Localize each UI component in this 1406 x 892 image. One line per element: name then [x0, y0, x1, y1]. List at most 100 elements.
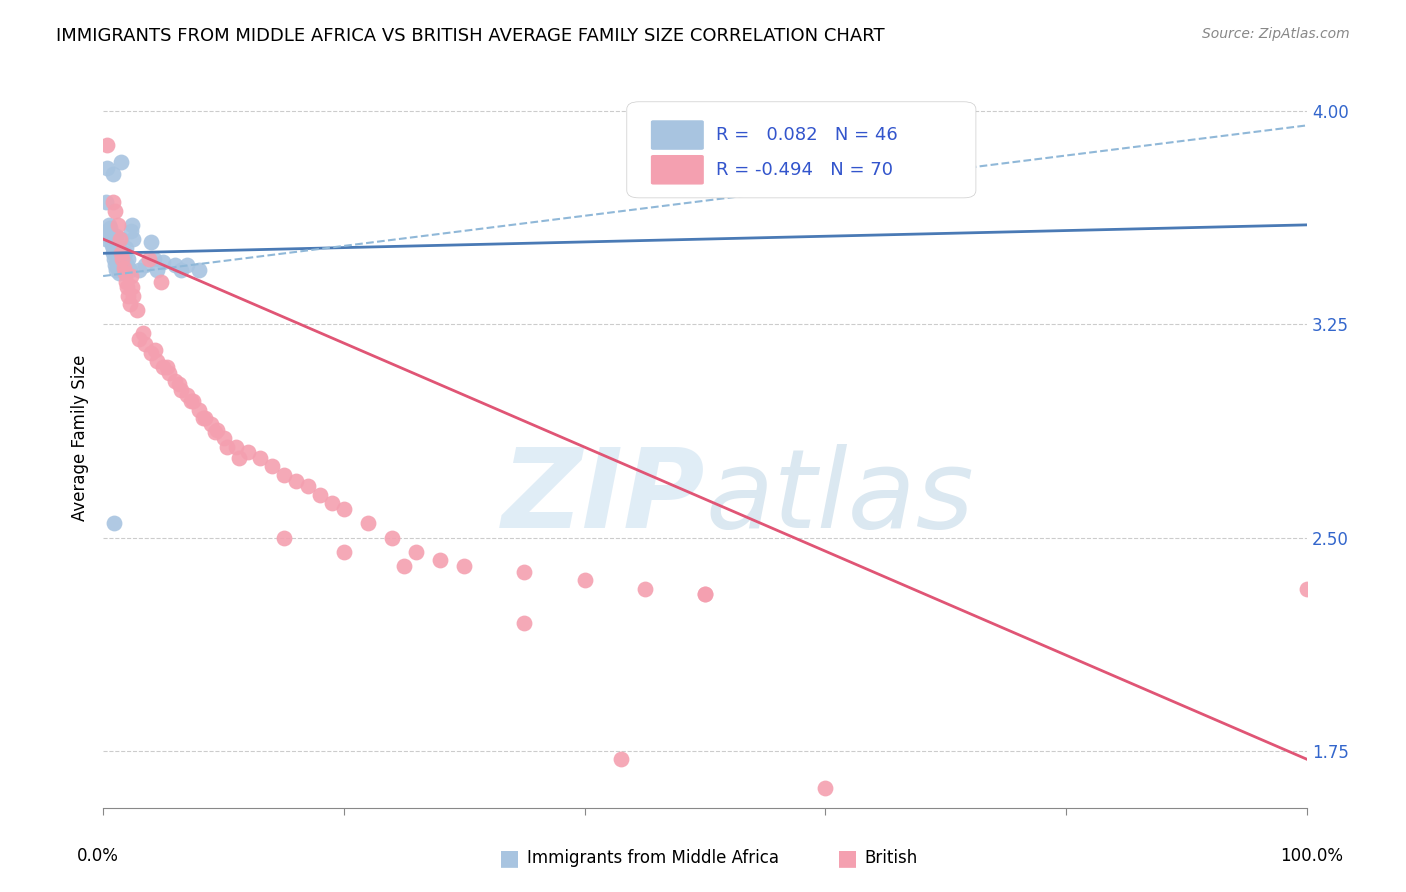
- Point: [108, 252, 131, 266]
- Point: [96, 161, 118, 175]
- Point: [167, 377, 190, 392]
- Point: [405, 545, 427, 559]
- Point: [170, 263, 193, 277]
- Point: [273, 531, 295, 545]
- Text: Immigrants from Middle Africa: Immigrants from Middle Africa: [527, 849, 779, 867]
- Point: [120, 268, 142, 283]
- Point: [117, 252, 139, 266]
- Point: [115, 258, 138, 272]
- Point: [321, 496, 343, 510]
- Point: [94, 195, 117, 210]
- Point: [141, 346, 163, 360]
- Point: [128, 332, 150, 346]
- Point: [103, 516, 125, 531]
- Y-axis label: Average Family Size: Average Family Size: [72, 355, 89, 521]
- Point: [96, 223, 118, 237]
- Point: [101, 241, 124, 255]
- Text: ■: ■: [499, 848, 520, 868]
- Point: [120, 223, 142, 237]
- Point: [118, 263, 141, 277]
- Point: [105, 229, 128, 244]
- Point: [141, 235, 163, 249]
- Text: ZIP: ZIP: [502, 443, 704, 550]
- Point: [138, 252, 160, 266]
- Point: [114, 266, 136, 280]
- Point: [513, 565, 536, 579]
- FancyBboxPatch shape: [651, 155, 704, 185]
- Point: [180, 394, 202, 409]
- Point: [107, 260, 129, 275]
- Point: [693, 587, 716, 601]
- Text: Source: ZipAtlas.com: Source: ZipAtlas.com: [1202, 27, 1350, 41]
- Point: [98, 220, 121, 235]
- Point: [176, 388, 198, 402]
- Text: ■: ■: [837, 848, 858, 868]
- Point: [107, 218, 129, 232]
- Point: [610, 752, 633, 766]
- Point: [170, 383, 193, 397]
- Point: [217, 440, 239, 454]
- Point: [176, 258, 198, 272]
- FancyBboxPatch shape: [627, 102, 976, 198]
- Point: [152, 359, 174, 374]
- Point: [100, 237, 122, 252]
- Point: [273, 468, 295, 483]
- Point: [101, 195, 124, 210]
- Point: [333, 502, 356, 516]
- FancyBboxPatch shape: [651, 120, 704, 150]
- Point: [97, 223, 120, 237]
- Point: [110, 155, 132, 169]
- Point: [111, 252, 134, 266]
- Point: [225, 440, 247, 454]
- Point: [111, 246, 134, 260]
- Point: [125, 303, 148, 318]
- Point: [108, 232, 131, 246]
- Point: [98, 227, 121, 241]
- Point: [105, 263, 128, 277]
- Text: R =   0.082   N = 46: R = 0.082 N = 46: [716, 126, 897, 144]
- Point: [104, 203, 127, 218]
- Text: atlas: atlas: [704, 443, 974, 550]
- Point: [110, 246, 132, 260]
- Point: [146, 354, 169, 368]
- Point: [98, 218, 121, 232]
- Point: [117, 289, 139, 303]
- Point: [297, 479, 319, 493]
- Point: [96, 138, 118, 153]
- Point: [634, 582, 657, 596]
- Point: [114, 246, 136, 260]
- Point: [574, 573, 596, 587]
- Point: [112, 260, 135, 275]
- Point: [188, 402, 211, 417]
- Point: [249, 450, 271, 465]
- Point: [284, 474, 307, 488]
- Point: [118, 297, 141, 311]
- Point: [98, 229, 121, 244]
- Point: [194, 411, 217, 425]
- Text: 100.0%: 100.0%: [1279, 847, 1343, 865]
- Point: [165, 374, 187, 388]
- Point: [429, 553, 451, 567]
- Point: [513, 615, 536, 630]
- Point: [236, 445, 259, 459]
- Text: British: British: [865, 849, 918, 867]
- Point: [94, 232, 117, 246]
- Point: [207, 423, 229, 437]
- Point: [149, 275, 172, 289]
- Point: [104, 241, 127, 255]
- Point: [453, 559, 475, 574]
- Point: [308, 488, 330, 502]
- Point: [128, 263, 150, 277]
- Point: [115, 275, 138, 289]
- Point: [200, 417, 222, 431]
- Point: [115, 280, 138, 294]
- Point: [112, 252, 135, 266]
- Point: [132, 326, 155, 340]
- Text: IMMIGRANTS FROM MIDDLE AFRICA VS BRITISH AVERAGE FAMILY SIZE CORRELATION CHART: IMMIGRANTS FROM MIDDLE AFRICA VS BRITISH…: [56, 27, 884, 45]
- Point: [183, 394, 205, 409]
- Point: [392, 559, 415, 574]
- Point: [100, 232, 122, 246]
- Point: [260, 459, 283, 474]
- Point: [107, 266, 129, 280]
- Point: [357, 516, 380, 531]
